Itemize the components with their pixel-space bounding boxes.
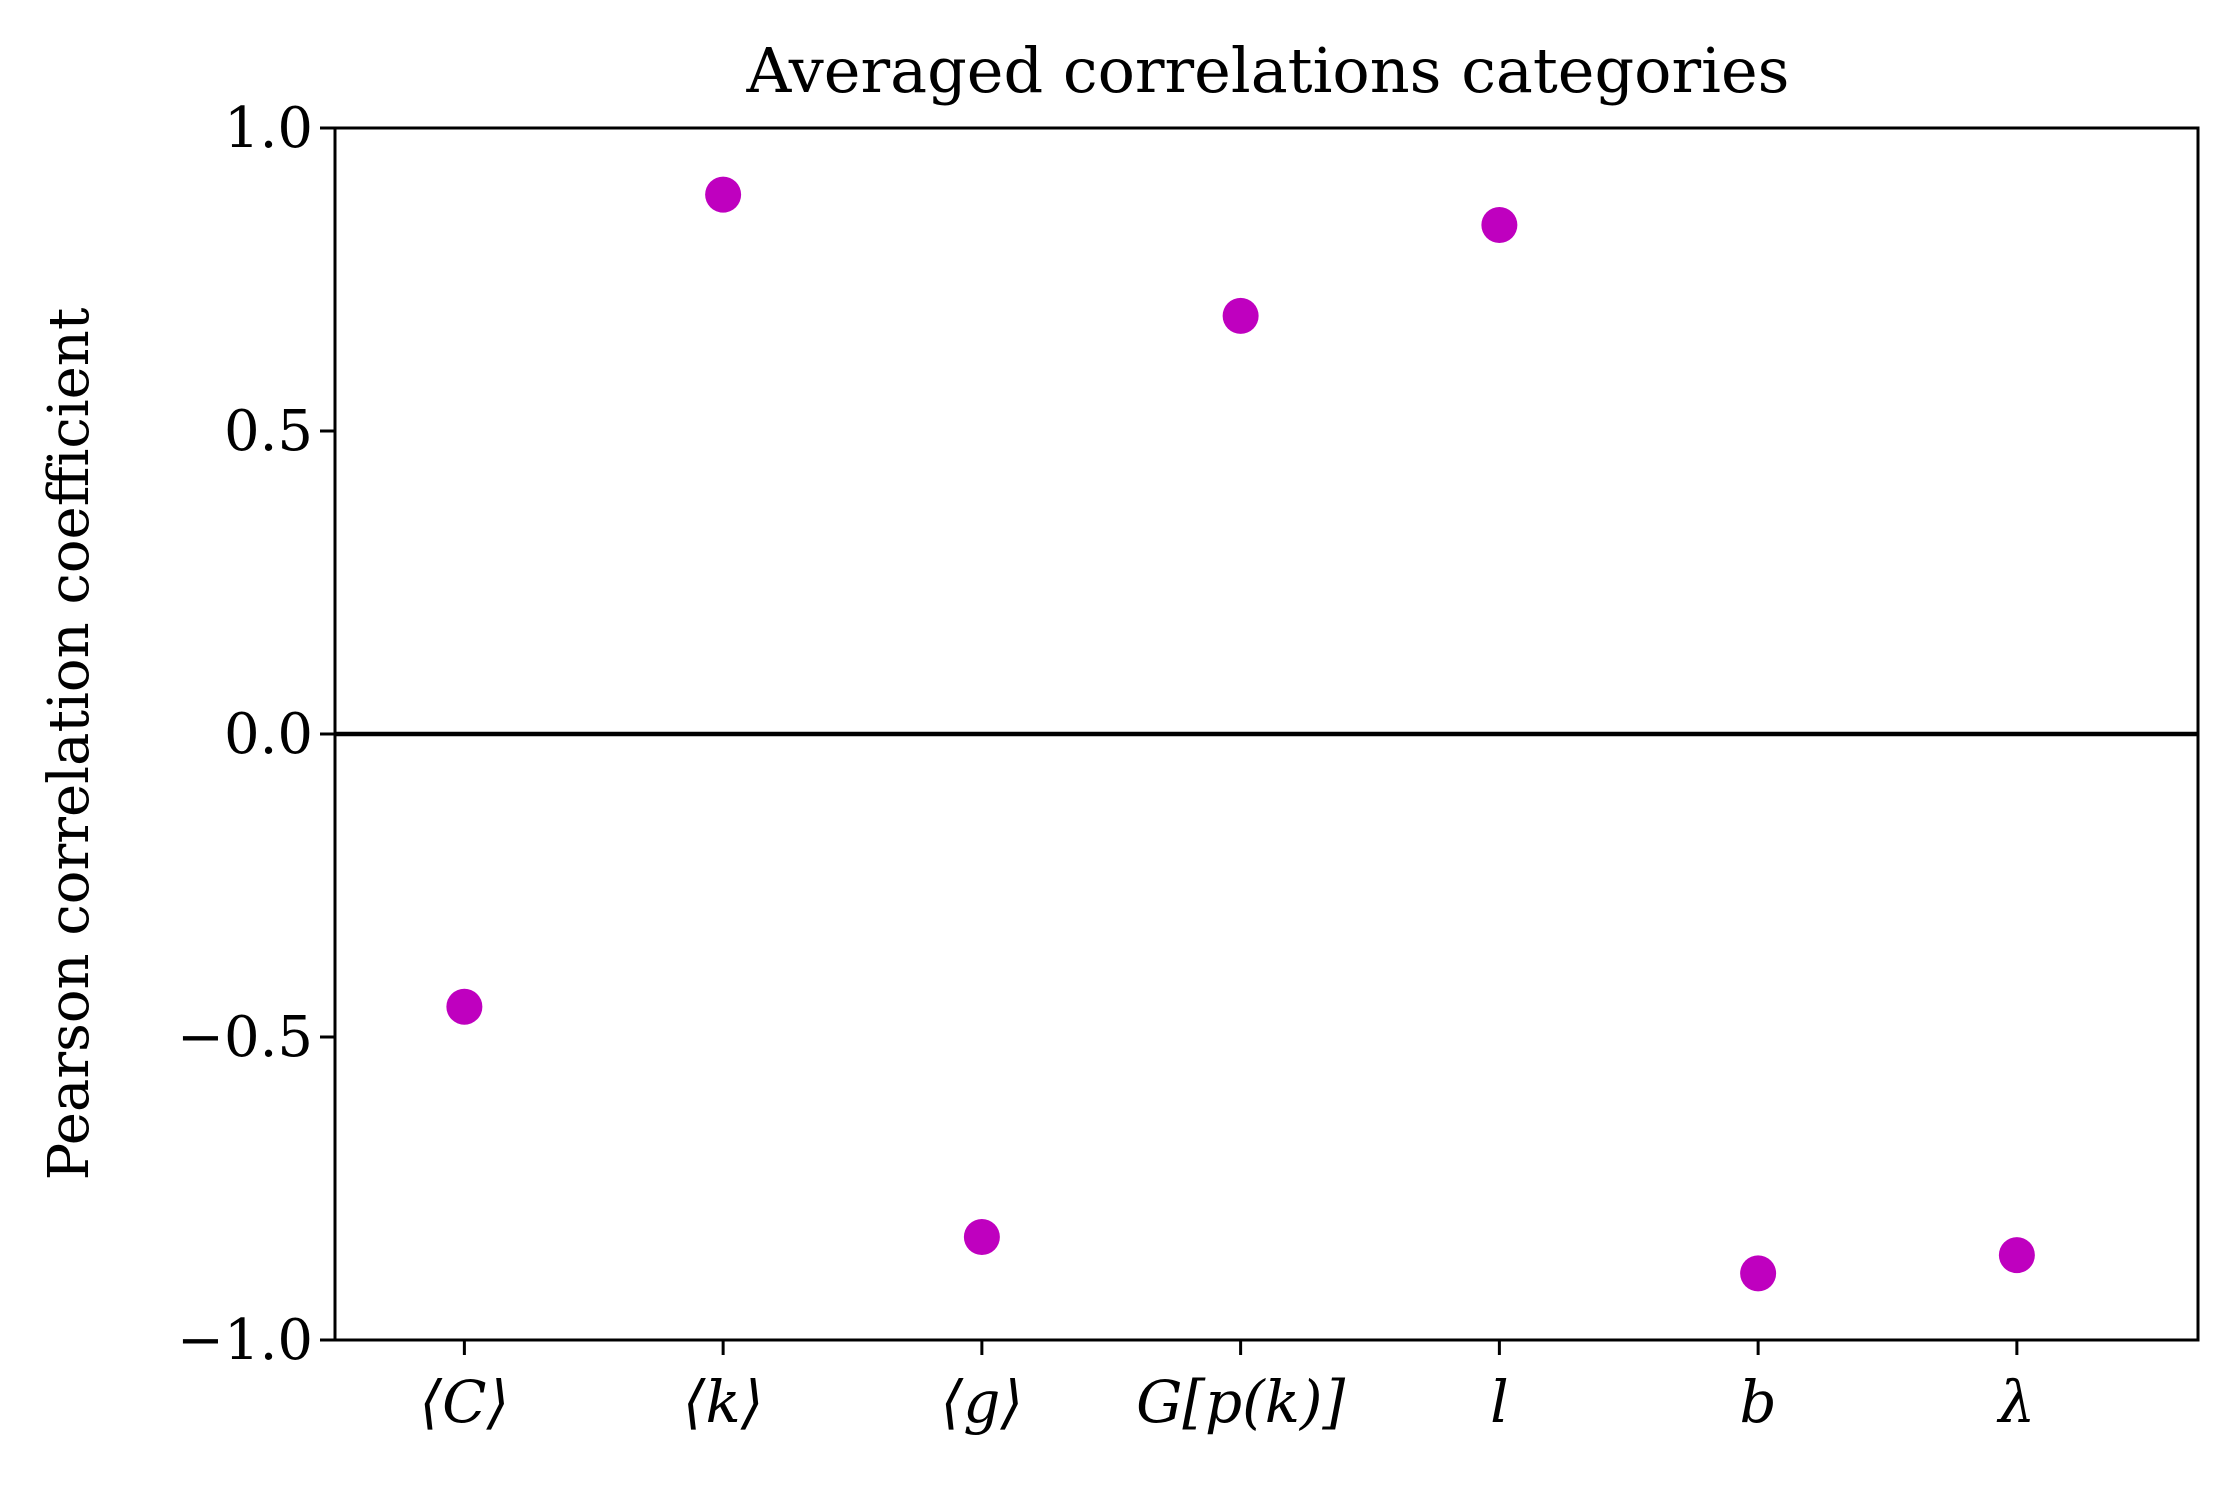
data-point	[1222, 297, 1259, 334]
x-tick-label: ⟨g⟩	[941, 1368, 1023, 1436]
x-tick-label: ⟨k⟩	[683, 1368, 763, 1436]
y-tick-label: 1.0	[224, 96, 313, 161]
y-axis-label: Pearson correlation coefficient	[37, 307, 102, 1180]
chart-title: Averaged correlations categories	[746, 34, 1790, 107]
plot-area: −1.0 −0.5 0.0 0.5 1.0 ⟨C⟩ ⟨k⟩ ⟨g⟩ G[p(k)] l b λ	[177, 96, 2200, 1436]
x-tick-label: l	[1490, 1368, 1509, 1436]
x-tick-label: ⟨C⟩	[420, 1368, 510, 1436]
x-tick-label: λ	[1996, 1368, 2035, 1436]
data-point	[1481, 206, 1518, 243]
data-point	[1998, 1237, 2035, 1274]
data-point	[705, 176, 742, 213]
y-tick-label: −1.0	[177, 1308, 313, 1373]
data-point	[446, 988, 483, 1025]
y-tick-label: −0.5	[177, 1005, 313, 1070]
x-tick-label: G[p(k)]	[1136, 1368, 1345, 1436]
y-tick-label: 0.5	[224, 399, 313, 464]
data-point	[963, 1218, 1000, 1255]
x-tick-label: b	[1740, 1368, 1777, 1436]
y-tick-label: 0.0	[224, 702, 313, 767]
data-point	[1740, 1255, 1777, 1292]
